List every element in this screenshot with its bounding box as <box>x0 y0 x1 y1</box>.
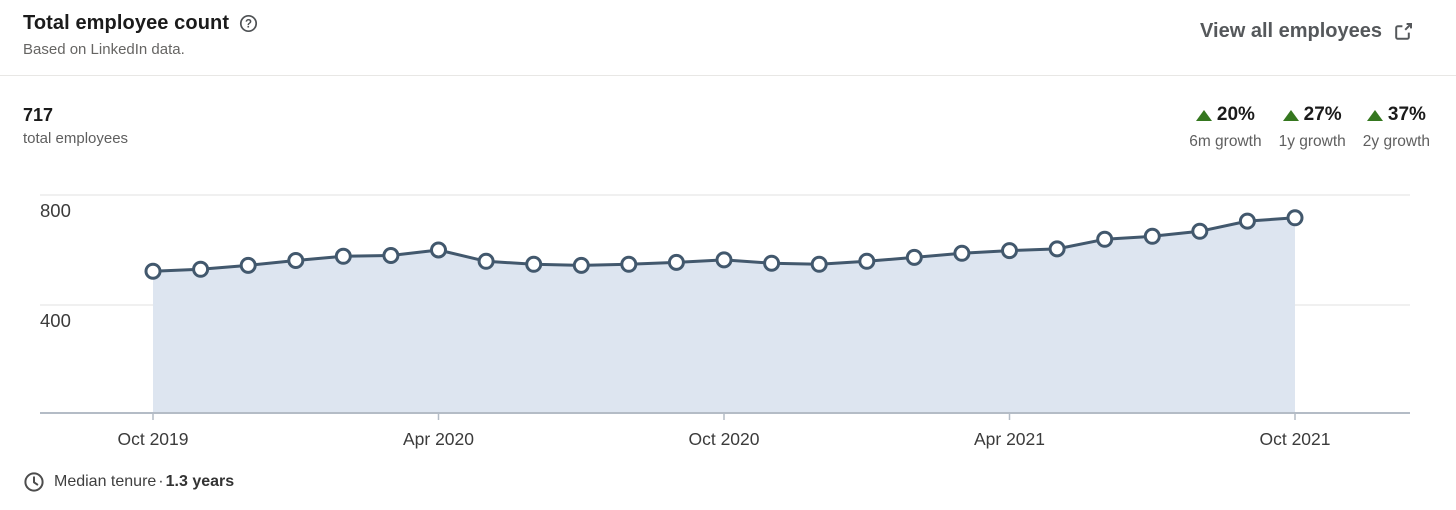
growth-up-icon <box>1282 109 1299 121</box>
data-point[interactable] <box>810 255 828 273</box>
data-point[interactable] <box>763 254 781 272</box>
external-link-icon <box>1395 23 1412 40</box>
growth-stat-6m: 20% 6m growth <box>1189 104 1261 151</box>
data-point[interactable] <box>334 247 352 265</box>
x-axis-label: Apr 2020 <box>403 429 474 449</box>
median-tenure-text: Median tenure · 1.3 years <box>54 473 234 491</box>
data-point[interactable] <box>192 260 210 278</box>
x-axis-label: Oct 2020 <box>688 429 759 449</box>
data-point[interactable] <box>1286 209 1304 227</box>
data-point[interactable] <box>858 252 876 270</box>
help-glyph: ? <box>245 19 252 31</box>
data-point[interactable] <box>715 251 733 269</box>
stat-value: 717 <box>23 105 54 125</box>
page-title: Total employee count <box>23 12 230 34</box>
data-point[interactable] <box>667 253 685 271</box>
stats-row: 717 total employees 20% 6m growth 27% 1y… <box>0 76 1456 151</box>
clock-icon <box>24 472 44 492</box>
help-icon[interactable]: ? <box>239 14 258 33</box>
x-axis-label: Oct 2019 <box>117 429 188 449</box>
view-all-label: View all employees <box>1200 20 1382 42</box>
data-point[interactable] <box>525 255 543 273</box>
growth-period-label: 6m growth <box>1189 133 1262 150</box>
data-point[interactable] <box>1238 212 1256 230</box>
area-fill <box>153 217 1295 413</box>
growth-period-label: 2y growth <box>1362 133 1430 150</box>
growth-stats: 20% 6m growth 27% 1y growth 37% 2y growt… <box>1189 104 1430 151</box>
growth-up-icon <box>1195 109 1212 121</box>
data-point[interactable] <box>620 255 638 273</box>
data-point[interactable] <box>1001 242 1018 260</box>
growth-stat-2y: 37% 2y growth <box>1363 104 1430 151</box>
growth-stat-1y: 27% 1y growth <box>1279 104 1346 151</box>
data-point[interactable] <box>239 256 257 274</box>
median-tenure-value: 1.3 years <box>165 473 235 490</box>
data-point[interactable] <box>382 247 400 264</box>
data-point[interactable] <box>144 262 162 280</box>
data-point[interactable] <box>953 244 971 262</box>
y-axis-label: 400 <box>40 310 71 331</box>
y-axis-label: 800 <box>40 200 71 221</box>
growth-up-icon <box>1366 109 1383 121</box>
title-block: Total employee count ? Based on LinkedIn… <box>23 10 258 60</box>
median-tenure-row: Median tenure · 1.3 years <box>0 471 1456 493</box>
header-divider <box>0 75 1456 76</box>
view-all-employees-link[interactable]: View all employees <box>1200 20 1414 43</box>
x-axis-label: Apr 2021 <box>974 429 1045 449</box>
data-point[interactable] <box>1048 240 1066 258</box>
data-point[interactable] <box>430 241 447 259</box>
median-tenure-label: Median tenure <box>54 473 157 490</box>
growth-percent: 37% <box>1387 104 1426 125</box>
employee-count-chart: 800 400 Oct 2019 Apr 2020 Oct 2020 Apr 2021 Oc… <box>40 194 1410 449</box>
stat-label: total employees <box>23 130 129 147</box>
growth-percent: 20% <box>1216 104 1255 125</box>
total-employees-stat: 717 total employees <box>23 104 128 149</box>
widget-header: Total employee count ? Based on LinkedIn… <box>0 0 1456 60</box>
data-point[interactable] <box>1143 227 1161 245</box>
x-axis-label: Oct 2021 <box>1259 429 1330 449</box>
data-point[interactable] <box>572 256 590 274</box>
data-point[interactable] <box>287 252 305 269</box>
data-point[interactable] <box>1096 230 1114 248</box>
separator-dot: · <box>158 473 164 490</box>
growth-percent: 27% <box>1303 104 1342 125</box>
data-point[interactable] <box>905 248 923 266</box>
data-source-note: Based on LinkedIn data. <box>23 41 185 58</box>
data-point[interactable] <box>1191 222 1209 240</box>
growth-period-label: 1y growth <box>1278 133 1346 150</box>
data-point[interactable] <box>477 252 495 270</box>
